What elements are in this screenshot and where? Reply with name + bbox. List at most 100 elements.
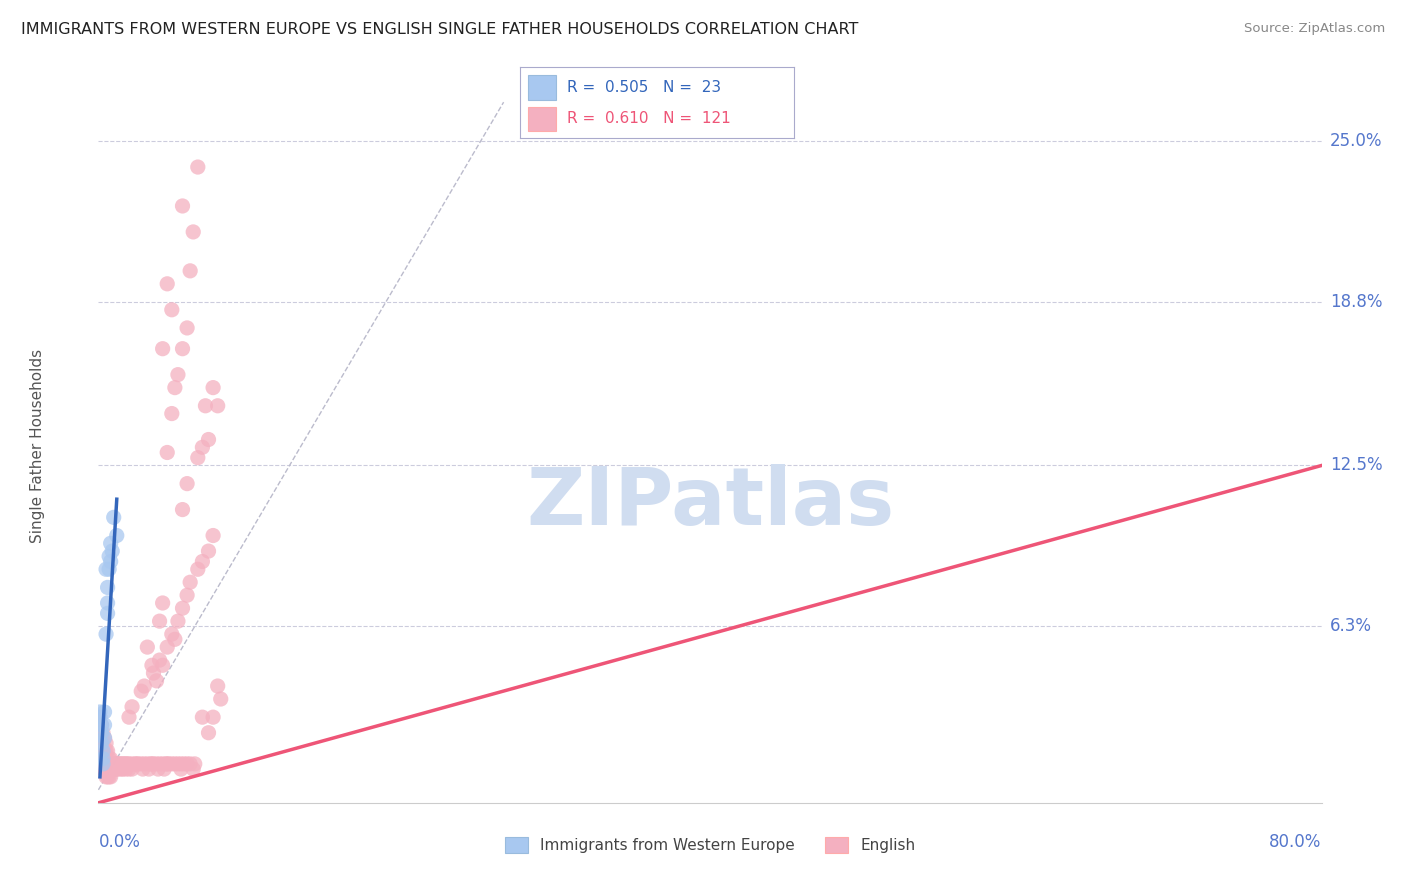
Point xyxy=(100,554,122,568)
Point xyxy=(107,756,129,771)
Point xyxy=(94,756,117,771)
Point xyxy=(167,368,190,382)
Point xyxy=(97,756,120,771)
Point xyxy=(176,476,198,491)
Point xyxy=(172,342,194,356)
Point xyxy=(93,718,115,732)
Point xyxy=(121,699,143,714)
Point xyxy=(89,710,111,724)
Point xyxy=(179,575,201,590)
Point xyxy=(138,762,160,776)
Text: Source: ZipAtlas.com: Source: ZipAtlas.com xyxy=(1244,22,1385,36)
Point xyxy=(98,770,121,784)
Point xyxy=(93,756,115,771)
Text: 0.0%: 0.0% xyxy=(98,833,141,851)
Point xyxy=(156,445,179,459)
Text: IMMIGRANTS FROM WESTERN EUROPE VS ENGLISH SINGLE FATHER HOUSEHOLDS CORRELATION C: IMMIGRANTS FROM WESTERN EUROPE VS ENGLIS… xyxy=(21,22,859,37)
Point xyxy=(91,736,114,750)
Legend: Immigrants from Western Europe, English: Immigrants from Western Europe, English xyxy=(499,831,921,859)
Point xyxy=(104,756,127,771)
Point xyxy=(176,588,198,602)
Text: Single Father Households: Single Father Households xyxy=(30,349,45,543)
Point xyxy=(93,762,115,776)
Point xyxy=(100,762,122,776)
Point xyxy=(93,705,115,719)
Point xyxy=(110,762,132,776)
Point xyxy=(91,725,114,739)
Point xyxy=(94,770,117,784)
Point xyxy=(145,756,167,771)
Point xyxy=(152,658,174,673)
Point xyxy=(142,756,165,771)
Point xyxy=(103,756,125,771)
Point xyxy=(97,762,120,776)
Point xyxy=(91,744,114,758)
Point xyxy=(134,679,156,693)
Point xyxy=(100,770,122,784)
Point xyxy=(89,710,111,724)
Point xyxy=(98,752,121,766)
Point xyxy=(121,762,143,776)
Point xyxy=(93,731,115,745)
Point xyxy=(191,554,214,568)
Point xyxy=(115,762,138,776)
Point xyxy=(101,756,124,771)
Point xyxy=(97,607,120,621)
Point xyxy=(167,614,190,628)
Point xyxy=(136,756,159,771)
Point xyxy=(118,710,141,724)
Text: 80.0%: 80.0% xyxy=(1270,833,1322,851)
Point xyxy=(127,756,149,771)
Point xyxy=(97,596,120,610)
Point xyxy=(181,762,204,776)
Point xyxy=(172,199,194,213)
Point xyxy=(179,756,201,771)
Point xyxy=(89,736,111,750)
Point xyxy=(149,756,172,771)
Point xyxy=(90,736,112,750)
Point xyxy=(97,581,120,595)
Point xyxy=(160,627,183,641)
Text: R =  0.610   N =  121: R = 0.610 N = 121 xyxy=(567,112,731,127)
Point xyxy=(184,756,207,771)
Point xyxy=(94,762,117,776)
Point xyxy=(167,756,190,771)
Point xyxy=(94,627,117,641)
Point xyxy=(104,762,127,776)
Point xyxy=(187,160,209,174)
Point xyxy=(145,673,167,688)
Point xyxy=(187,450,209,465)
Point xyxy=(90,718,112,732)
Point xyxy=(105,528,128,542)
Point xyxy=(91,756,114,771)
Point xyxy=(94,744,117,758)
Point xyxy=(170,756,193,771)
Text: 6.3%: 6.3% xyxy=(1330,617,1372,635)
Point xyxy=(172,502,194,516)
Point xyxy=(197,433,219,447)
Point xyxy=(170,762,193,776)
FancyBboxPatch shape xyxy=(529,76,555,100)
Point xyxy=(157,756,180,771)
Point xyxy=(100,536,122,550)
Point xyxy=(209,692,232,706)
Point xyxy=(139,756,162,771)
Point xyxy=(202,710,225,724)
Point xyxy=(111,762,134,776)
Point xyxy=(176,756,198,771)
Point xyxy=(129,684,152,698)
Point xyxy=(173,756,195,771)
Point xyxy=(160,302,183,317)
Point xyxy=(191,710,214,724)
Point xyxy=(100,752,122,766)
Point xyxy=(124,756,146,771)
FancyBboxPatch shape xyxy=(529,107,555,131)
Point xyxy=(90,725,112,739)
Point xyxy=(141,658,163,673)
Point xyxy=(98,562,121,576)
Text: 12.5%: 12.5% xyxy=(1330,457,1382,475)
Point xyxy=(90,756,112,771)
Point xyxy=(156,756,179,771)
Point xyxy=(176,321,198,335)
Point xyxy=(105,762,128,776)
